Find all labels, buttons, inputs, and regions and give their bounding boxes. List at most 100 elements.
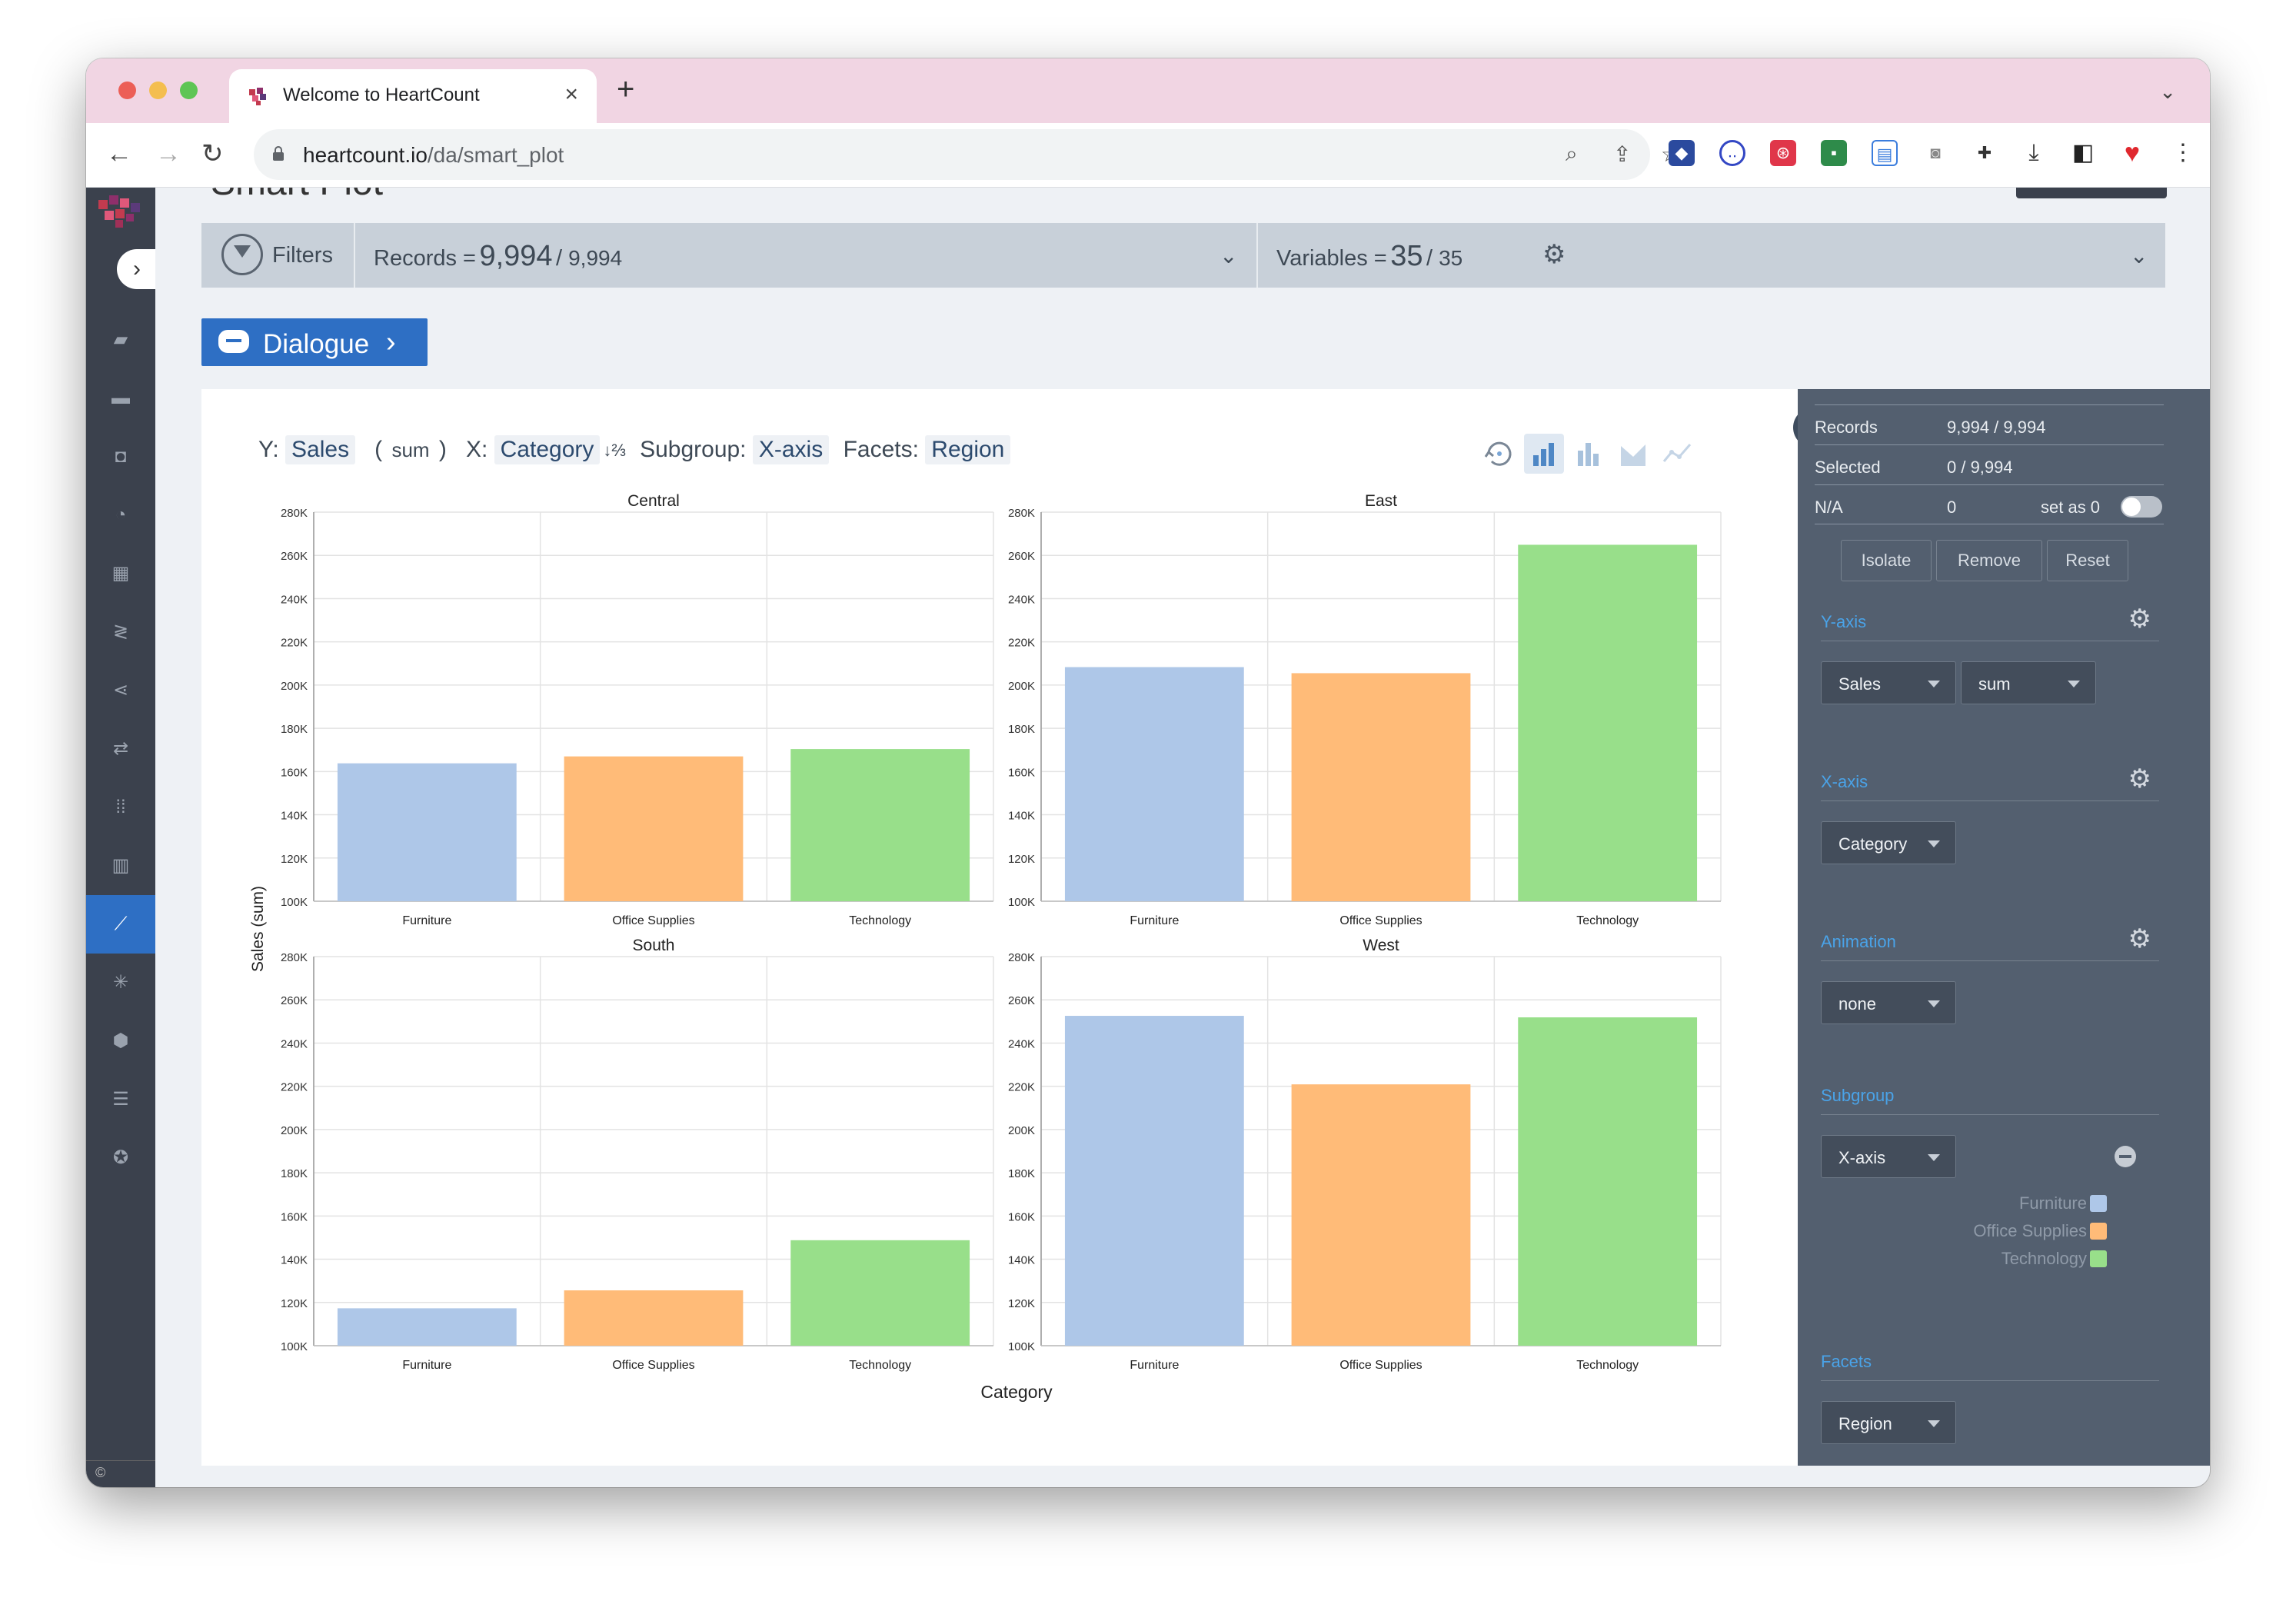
set-as-zero-toggle[interactable] — [2121, 496, 2162, 518]
minimize-window-button[interactable] — [149, 82, 167, 99]
y-tick-label: 160K — [281, 1210, 308, 1223]
sidebar-item-cube-icon[interactable]: ⬢ — [112, 1030, 129, 1051]
refresh-view-icon[interactable] — [1479, 434, 1519, 474]
records-value: 9,994 — [479, 240, 553, 272]
x-axis-gear-icon[interactable]: ⚙ — [2128, 764, 2151, 794]
tab-search-chevron-icon[interactable]: ⌄ — [2159, 80, 2176, 103]
sidebar-item-list-icon[interactable]: ☰ — [112, 1089, 129, 1110]
side-panel-icon[interactable]: ◧ — [2070, 140, 2096, 166]
legend-swatch-furniture — [2090, 1195, 2107, 1212]
facet-title-west: West — [1363, 937, 1399, 954]
extension-5-icon[interactable]: ▤ — [1872, 140, 1898, 166]
y-tick-label: 100K — [281, 1340, 308, 1353]
browser-tab[interactable]: Welcome to HeartCount × — [229, 69, 597, 123]
x-tick-label: Technology — [849, 1359, 911, 1372]
y-agg-dropdown[interactable]: sum — [1961, 661, 2096, 704]
facets-section: Facets — [1821, 1343, 2159, 1381]
camera-extension-icon[interactable]: ◙ — [1922, 140, 1948, 166]
line-view-icon[interactable] — [1658, 434, 1698, 474]
y-field-dropdown[interactable]: Sales — [1821, 661, 1956, 704]
y-axis-gear-icon[interactable]: ⚙ — [2128, 604, 2151, 634]
extension-2-icon[interactable]: ∙∙ — [1719, 140, 1745, 166]
heartcount-logo-icon[interactable] — [97, 194, 145, 232]
sort-az-icon[interactable]: ↓⅔ — [603, 441, 626, 461]
back-arrow-icon[interactable]: ← — [106, 139, 132, 168]
legend-technology: Technology — [2001, 1249, 2087, 1268]
grouped-bar-view-bar — [1578, 451, 1583, 466]
extension-4-icon[interactable]: ▪ — [1821, 140, 1847, 166]
subgroup-dropdown[interactable]: X-axis — [1821, 1135, 1956, 1178]
y-tick-label: 220K — [1008, 637, 1035, 650]
sidebar-item-badge-icon[interactable]: ✪ — [112, 1147, 129, 1168]
reset-button[interactable]: Reset — [2047, 540, 2128, 581]
area-view-icon[interactable] — [1613, 434, 1653, 474]
close-window-button[interactable] — [118, 82, 136, 99]
sidebar-item-folder-icon[interactable]: ▬ — [111, 388, 130, 408]
share-icon[interactable]: ⇪ — [1613, 142, 1632, 166]
forward-arrow-icon[interactable]: → — [155, 139, 181, 168]
sidebar-item-dashboard-icon[interactable]: ▦ — [111, 563, 130, 584]
extension-3-icon[interactable]: ⊛ — [1770, 140, 1796, 166]
sidebar-item-smart-plot-icon[interactable]: ⟋ — [86, 895, 155, 954]
apply-button[interactable] — [2016, 188, 2167, 198]
records-summary[interactable]: Records = 9,994 / 9,994 — [374, 240, 622, 273]
maximize-window-button[interactable] — [180, 82, 198, 99]
stat-value: 0 / 9,994 — [1947, 458, 2013, 477]
bar-view-icon[interactable] — [1524, 434, 1564, 474]
isolate-button[interactable]: Isolate — [1841, 540, 1932, 581]
sidebar-expand-button[interactable]: › — [117, 249, 157, 289]
remove-button[interactable]: Remove — [1936, 540, 2042, 581]
address-bar[interactable]: heartcount.io/da/smart_plot ⌕ ⇪ ☆ — [254, 129, 1680, 180]
profile-heart-icon[interactable]: ♥ — [2119, 140, 2145, 166]
reload-icon[interactable]: ↻ — [201, 139, 224, 168]
facets-dropdown[interactable]: Region — [1821, 1401, 1956, 1444]
sidebar-item-camera-icon[interactable]: ◘ — [115, 446, 127, 467]
grouped-bar-view-bar — [1593, 454, 1599, 466]
grouped-bar-view-icon[interactable] — [1569, 434, 1609, 474]
sidebar-item-gauge-icon[interactable]: ◔ — [115, 504, 127, 525]
stat-key: Records — [1815, 418, 1878, 437]
variables-chevron-down-icon[interactable]: ⌄ — [2130, 244, 2148, 268]
sidebar-item-network-icon[interactable]: ✳ — [112, 972, 129, 993]
variables-summary[interactable]: Variables = 35 / 35 — [1276, 240, 1462, 273]
y-axis-section: Y-axis ⚙ — [1821, 603, 2159, 641]
puzzle-extensions-icon[interactable]: ✚ — [1972, 140, 1998, 166]
sidebar-item-bar-chart-icon[interactable]: ▥ — [111, 855, 130, 876]
filter-funnel-icon[interactable] — [221, 234, 263, 275]
x-field-dropdown[interactable]: Category — [1821, 821, 1956, 864]
dialogue-button[interactable]: Dialogue › — [201, 318, 428, 366]
filters-label[interactable]: Filters — [272, 243, 333, 268]
y-tick-label: 160K — [1008, 1210, 1035, 1223]
caret-down-icon — [1928, 681, 1940, 687]
caret-down-icon — [2068, 681, 2080, 687]
y-tick-label: 280K — [1008, 507, 1035, 520]
y-tick-label: 140K — [1008, 1254, 1035, 1267]
records-chevron-down-icon[interactable]: ⌄ — [1220, 244, 1238, 268]
animation-gear-icon[interactable]: ⚙ — [2128, 924, 2151, 954]
subgroup-selector[interactable]: X-axis — [752, 435, 830, 464]
sidebar-item-grid-icon[interactable]: ⁞⁞ — [115, 797, 126, 817]
extension-1-icon[interactable]: ◆ — [1669, 140, 1695, 166]
new-tab-button[interactable]: + — [617, 72, 635, 106]
sidebar-item-flow-icon[interactable]: ≷ — [112, 621, 129, 642]
aggregation-selector[interactable]: sum — [391, 438, 430, 461]
download-icon[interactable]: ⤓ — [2021, 140, 2047, 166]
sidebar-footer-divider — [86, 1460, 155, 1461]
tab-title: Welcome to HeartCount — [283, 85, 480, 105]
remove-subgroup-icon[interactable] — [2115, 1146, 2136, 1167]
variables-gear-icon[interactable]: ⚙ — [1542, 240, 1566, 269]
x-field-selector[interactable]: Category — [494, 435, 601, 464]
facets-selector[interactable]: Region — [925, 435, 1011, 464]
y-field-selector[interactable]: Sales — [285, 435, 356, 464]
sidebar-item-share-icon[interactable]: ⋖ — [112, 680, 129, 701]
browser-menu-icon[interactable]: ⋮ — [2170, 140, 2196, 166]
sidebar-item-swap-icon[interactable]: ⇄ — [112, 738, 129, 759]
filter-bar: Filters Records = 9,994 / 9,994 ⌄ Variab… — [201, 223, 2165, 288]
zoom-icon[interactable]: ⌕ — [1566, 141, 1578, 165]
y-tick-label: 200K — [281, 1124, 308, 1137]
x-tick-label: Technology — [1576, 1359, 1639, 1372]
close-tab-icon[interactable]: × — [564, 82, 578, 107]
x-axis-title: Category — [980, 1382, 1053, 1402]
sidebar-item-book-icon[interactable]: ▰ — [113, 329, 128, 350]
animation-dropdown[interactable]: none — [1821, 981, 1956, 1024]
